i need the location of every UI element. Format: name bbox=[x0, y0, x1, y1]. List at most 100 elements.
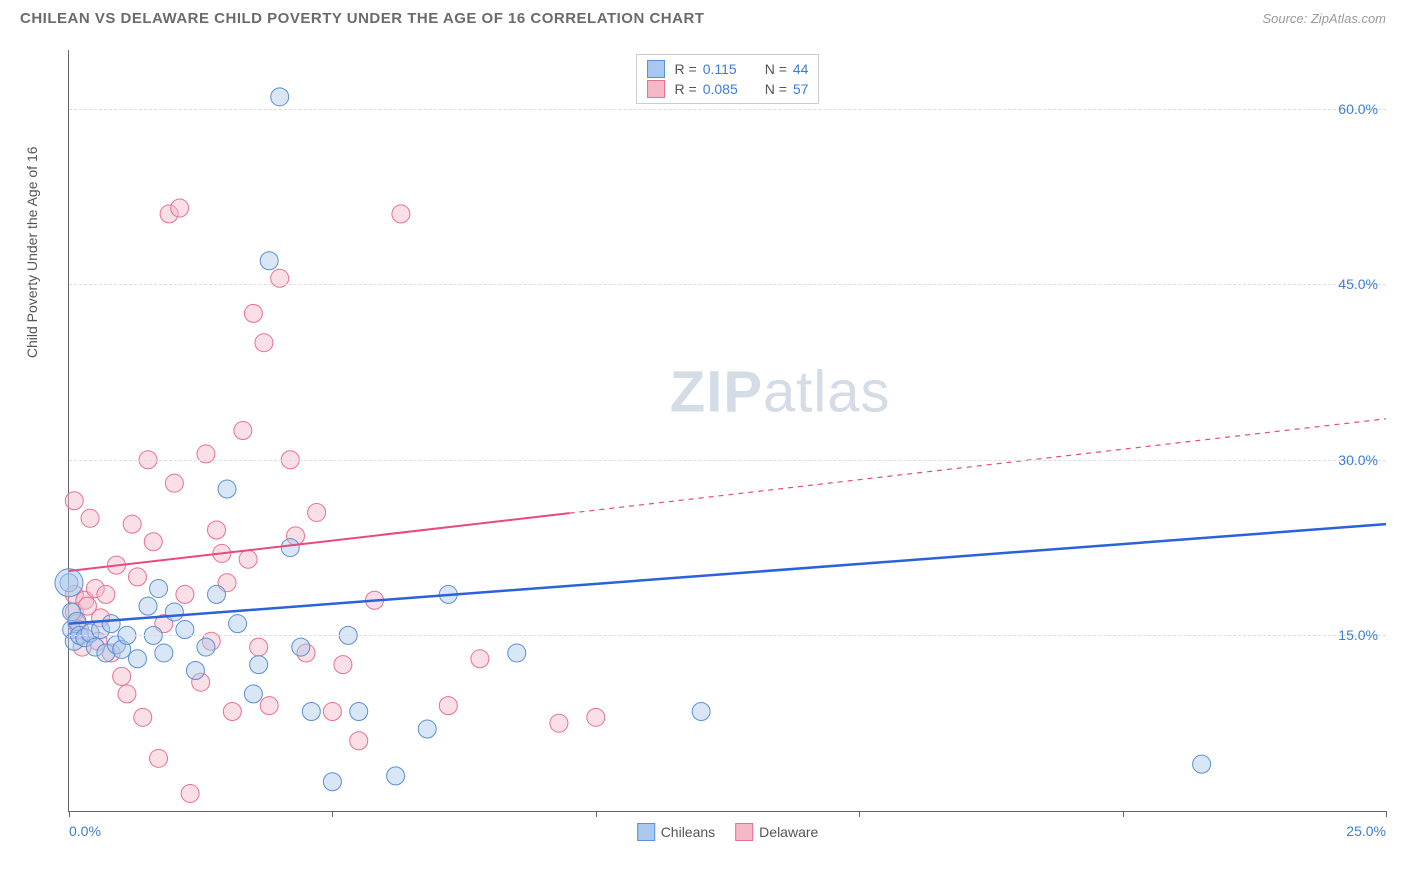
chart-container: Child Poverty Under the Age of 16 ZIPatl… bbox=[50, 50, 1386, 862]
data-point bbox=[387, 767, 405, 785]
correlation-legend-row-delaware: R = 0.085 N = 57 bbox=[647, 79, 809, 99]
r-value-chileans: 0.115 bbox=[703, 61, 751, 77]
data-point bbox=[323, 773, 341, 791]
data-point bbox=[281, 539, 299, 557]
data-point bbox=[255, 334, 273, 352]
data-point bbox=[123, 515, 141, 533]
x-tick bbox=[69, 811, 70, 817]
legend-item-chileans: Chileans bbox=[637, 823, 715, 841]
data-point bbox=[587, 708, 605, 726]
r-label: R = bbox=[675, 81, 697, 97]
data-point bbox=[508, 644, 526, 662]
scatter-svg bbox=[69, 50, 1386, 811]
n-label: N = bbox=[765, 81, 787, 97]
legend-label-delaware: Delaware bbox=[759, 824, 818, 840]
source-attribution: Source: ZipAtlas.com bbox=[1262, 11, 1386, 26]
gridline bbox=[69, 284, 1386, 285]
legend-item-delaware: Delaware bbox=[735, 823, 818, 841]
data-point bbox=[244, 685, 262, 703]
y-tick-label: 15.0% bbox=[1338, 627, 1378, 643]
r-value-delaware: 0.085 bbox=[703, 81, 751, 97]
data-point bbox=[250, 656, 268, 674]
data-point bbox=[471, 650, 489, 668]
data-point bbox=[139, 597, 157, 615]
data-point bbox=[81, 509, 99, 527]
x-tick bbox=[332, 811, 333, 817]
swatch-chileans bbox=[647, 60, 665, 78]
data-point bbox=[350, 702, 368, 720]
data-point bbox=[102, 615, 120, 633]
data-point bbox=[186, 662, 204, 680]
chart-title: CHILEAN VS DELAWARE CHILD POVERTY UNDER … bbox=[20, 10, 704, 27]
x-tick bbox=[596, 811, 597, 817]
y-tick-label: 45.0% bbox=[1338, 276, 1378, 292]
data-point bbox=[260, 252, 278, 270]
y-axis-label: Child Poverty Under the Age of 16 bbox=[24, 146, 40, 358]
data-point bbox=[208, 585, 226, 603]
data-point bbox=[250, 638, 268, 656]
data-point bbox=[144, 533, 162, 551]
gridline bbox=[69, 635, 1386, 636]
data-point bbox=[334, 656, 352, 674]
trendline bbox=[69, 524, 1386, 624]
data-point bbox=[260, 697, 278, 715]
data-point bbox=[181, 784, 199, 802]
chart-header: CHILEAN VS DELAWARE CHILD POVERTY UNDER … bbox=[0, 0, 1406, 32]
x-tick-label: 25.0% bbox=[1346, 823, 1386, 839]
data-point bbox=[218, 480, 236, 498]
data-point bbox=[176, 585, 194, 603]
n-value-chileans: 44 bbox=[793, 61, 809, 77]
data-point bbox=[150, 749, 168, 767]
swatch-chileans bbox=[637, 823, 655, 841]
data-point bbox=[155, 644, 173, 662]
data-point bbox=[308, 503, 326, 521]
r-label: R = bbox=[675, 61, 697, 77]
correlation-legend-row-chileans: R = 0.115 N = 44 bbox=[647, 59, 809, 79]
data-point bbox=[165, 603, 183, 621]
data-point bbox=[165, 474, 183, 492]
correlation-legend: R = 0.115 N = 44 R = 0.085 N = 57 bbox=[636, 54, 820, 104]
data-point bbox=[229, 615, 247, 633]
data-point bbox=[323, 702, 341, 720]
data-point bbox=[171, 199, 189, 217]
data-point bbox=[244, 304, 262, 322]
data-point bbox=[150, 580, 168, 598]
data-point bbox=[113, 667, 131, 685]
data-point bbox=[234, 422, 252, 440]
plot-area: ZIPatlas R = 0.115 N = 44 R = 0.085 N = … bbox=[68, 50, 1386, 812]
x-tick bbox=[859, 811, 860, 817]
data-point bbox=[239, 550, 257, 568]
data-point bbox=[292, 638, 310, 656]
n-label: N = bbox=[765, 61, 787, 77]
data-point bbox=[197, 638, 215, 656]
data-point bbox=[418, 720, 436, 738]
data-point bbox=[1193, 755, 1211, 773]
data-point bbox=[128, 568, 146, 586]
legend-label-chileans: Chileans bbox=[661, 824, 715, 840]
gridline bbox=[69, 109, 1386, 110]
data-point bbox=[65, 492, 83, 510]
swatch-delaware bbox=[735, 823, 753, 841]
data-point bbox=[271, 88, 289, 106]
data-point bbox=[392, 205, 410, 223]
y-tick-label: 30.0% bbox=[1338, 452, 1378, 468]
data-point bbox=[302, 702, 320, 720]
x-tick bbox=[1123, 811, 1124, 817]
data-point bbox=[128, 650, 146, 668]
data-point bbox=[550, 714, 568, 732]
data-point bbox=[223, 702, 241, 720]
data-point bbox=[208, 521, 226, 539]
data-point bbox=[97, 585, 115, 603]
data-point bbox=[134, 708, 152, 726]
x-tick-label: 0.0% bbox=[69, 823, 101, 839]
data-point bbox=[439, 697, 457, 715]
trendline-dashed bbox=[569, 419, 1386, 513]
swatch-delaware bbox=[647, 80, 665, 98]
data-point bbox=[118, 685, 136, 703]
y-tick-label: 60.0% bbox=[1338, 101, 1378, 117]
data-point bbox=[55, 569, 83, 597]
data-point bbox=[350, 732, 368, 750]
data-point bbox=[692, 702, 710, 720]
n-value-delaware: 57 bbox=[793, 81, 809, 97]
x-tick bbox=[1386, 811, 1387, 817]
